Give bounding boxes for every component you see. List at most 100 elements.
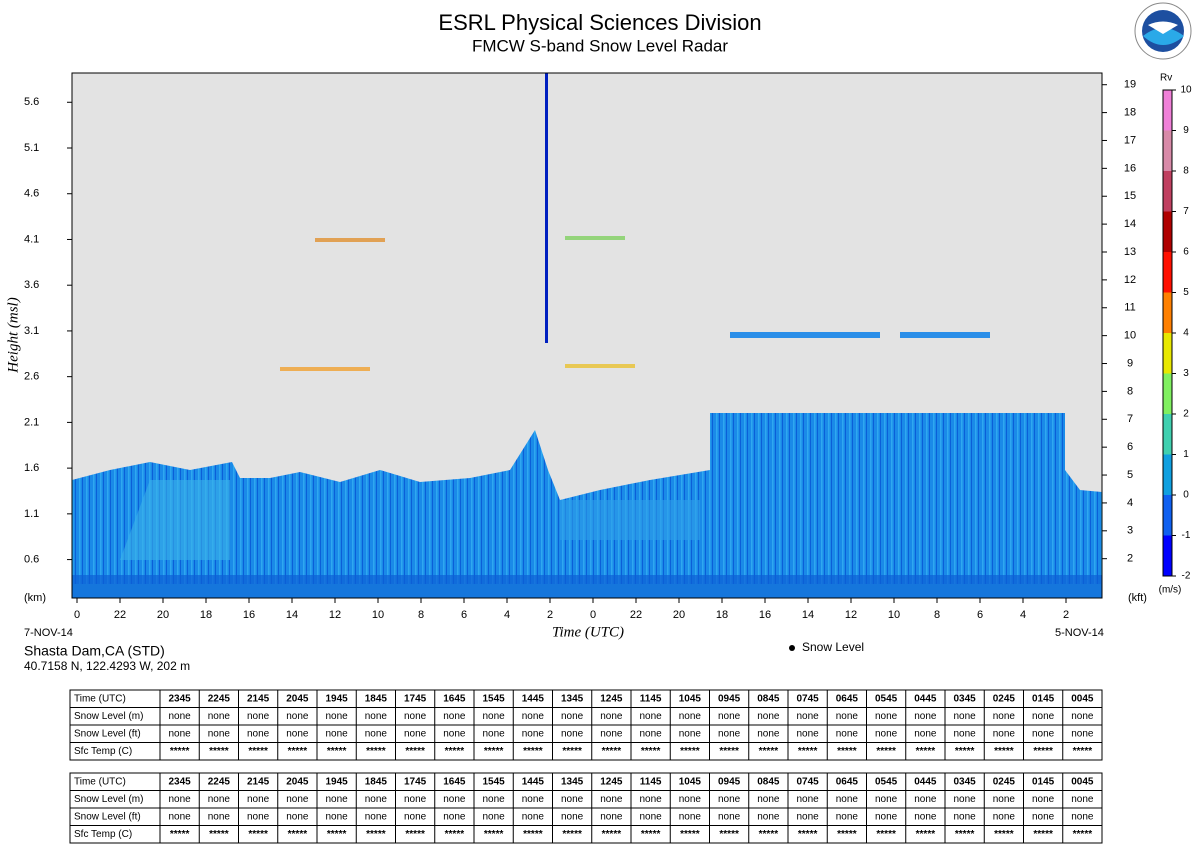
- table-cell: 0645: [836, 776, 859, 787]
- x-tick-label: 0: [590, 609, 596, 621]
- table-cell: none: [1032, 794, 1055, 805]
- table-cell: 1245: [600, 693, 623, 704]
- y-tick-label: 4.1: [24, 233, 39, 245]
- y2-tick-label: 19: [1124, 79, 1136, 91]
- table-cell: none: [208, 794, 231, 805]
- table-cell: none: [600, 728, 623, 739]
- x-tick-label: 10: [888, 609, 900, 621]
- table-cell: *****: [916, 746, 936, 757]
- table-cell: *****: [209, 829, 229, 840]
- table-row-label: Snow Level (ft): [74, 811, 141, 822]
- y2-tick-label: 12: [1124, 274, 1136, 286]
- table-cell: *****: [837, 746, 857, 757]
- table-cell: *****: [837, 829, 857, 840]
- table-cell: none: [483, 811, 506, 822]
- table-cell: 0945: [718, 776, 741, 787]
- table-cell: none: [483, 794, 506, 805]
- table-cell: 2145: [247, 776, 270, 787]
- x-tick-label: 20: [673, 609, 685, 621]
- table-cell: none: [757, 794, 780, 805]
- table-cell: none: [600, 794, 623, 805]
- table-cell: *****: [602, 746, 622, 757]
- table-cell: 0245: [993, 776, 1016, 787]
- table-cell: 0445: [914, 776, 937, 787]
- table-cell: none: [208, 728, 231, 739]
- table-cell: none: [326, 728, 349, 739]
- y2-tick-label: 2: [1127, 553, 1133, 565]
- table-cell: *****: [405, 829, 425, 840]
- table-cell: 0045: [1071, 693, 1094, 704]
- table-cell: none: [443, 711, 466, 722]
- table-cell: none: [208, 811, 231, 822]
- table-cell: 0145: [1032, 776, 1055, 787]
- table-cell: *****: [562, 829, 582, 840]
- table-cell: *****: [680, 829, 700, 840]
- table-cell: none: [286, 794, 309, 805]
- table-cell: none: [522, 711, 545, 722]
- x-tick-label: 16: [759, 609, 771, 621]
- noaa-logo: [1134, 2, 1192, 60]
- y-tick-label: 2.6: [24, 371, 39, 383]
- table-cell: *****: [288, 829, 308, 840]
- y2-tick-label: 11: [1124, 302, 1135, 314]
- table-cell: none: [1032, 811, 1055, 822]
- title: ESRL Physical Sciences Division: [438, 10, 761, 35]
- table-cell: none: [679, 811, 702, 822]
- colorbar-tick-label: 10: [1180, 85, 1192, 96]
- table-cell: 1445: [522, 776, 545, 787]
- x-tick-label: 0: [74, 609, 80, 621]
- y-unit: (km): [24, 592, 46, 604]
- table-cell: 1145: [640, 776, 662, 787]
- table-row-label: Time (UTC): [74, 693, 126, 704]
- colorbar-band: [1163, 535, 1172, 576]
- table-cell: *****: [680, 746, 700, 757]
- table-cell: 2045: [286, 693, 309, 704]
- table-cell: 0545: [875, 693, 898, 704]
- table-cell: 0045: [1071, 776, 1094, 787]
- x-tick-label: 8: [934, 609, 940, 621]
- table-cell: none: [718, 728, 741, 739]
- table-cell: *****: [759, 829, 779, 840]
- table-cell: 1645: [443, 776, 466, 787]
- x-tick-label: 16: [243, 609, 255, 621]
- y2-tick-label: 16: [1124, 162, 1136, 174]
- site-location: 40.7158 N, 122.4293 W, 202 m: [24, 659, 190, 673]
- table-cell: 2345: [169, 776, 192, 787]
- colorbar-band: [1163, 171, 1172, 212]
- table-cell: none: [404, 811, 427, 822]
- table-cell: 1045: [679, 693, 702, 704]
- x-tick-label: 2: [1063, 609, 1069, 621]
- x-tick-label: 22: [630, 609, 642, 621]
- table-cell: none: [836, 711, 859, 722]
- table-cell: *****: [1033, 829, 1053, 840]
- start-date: 7-NOV-14: [24, 627, 73, 639]
- table-cell: none: [247, 811, 270, 822]
- table-cell: none: [954, 711, 977, 722]
- table-cell: none: [836, 728, 859, 739]
- table-cell: none: [914, 711, 937, 722]
- table-row-label: Sfc Temp (C): [74, 746, 132, 757]
- y-tick-label: 5.6: [24, 96, 39, 108]
- table-cell: none: [169, 728, 192, 739]
- table-cell: none: [679, 711, 702, 722]
- table-cell: none: [1032, 711, 1055, 722]
- table-cell: *****: [955, 746, 975, 757]
- y-tick-label: 3.6: [24, 279, 39, 291]
- colorbar-tick-label: 2: [1183, 409, 1189, 420]
- x-tick-label: 8: [418, 609, 424, 621]
- legend-label: Snow Level: [802, 640, 864, 654]
- table-cell: 0845: [757, 693, 780, 704]
- table-cell: none: [600, 711, 623, 722]
- colorbar-band: [1163, 495, 1172, 536]
- table-cell: none: [954, 811, 977, 822]
- y2-tick-label: 17: [1124, 134, 1136, 146]
- table-cell: none: [561, 811, 584, 822]
- table-cell: none: [718, 811, 741, 822]
- table-cell: 0845: [757, 776, 780, 787]
- table-cell: none: [954, 794, 977, 805]
- table-cell: none: [404, 794, 427, 805]
- table-cell: none: [757, 811, 780, 822]
- table-cell: 0345: [954, 776, 977, 787]
- table-cell: 1545: [483, 776, 506, 787]
- table-cell: none: [208, 711, 231, 722]
